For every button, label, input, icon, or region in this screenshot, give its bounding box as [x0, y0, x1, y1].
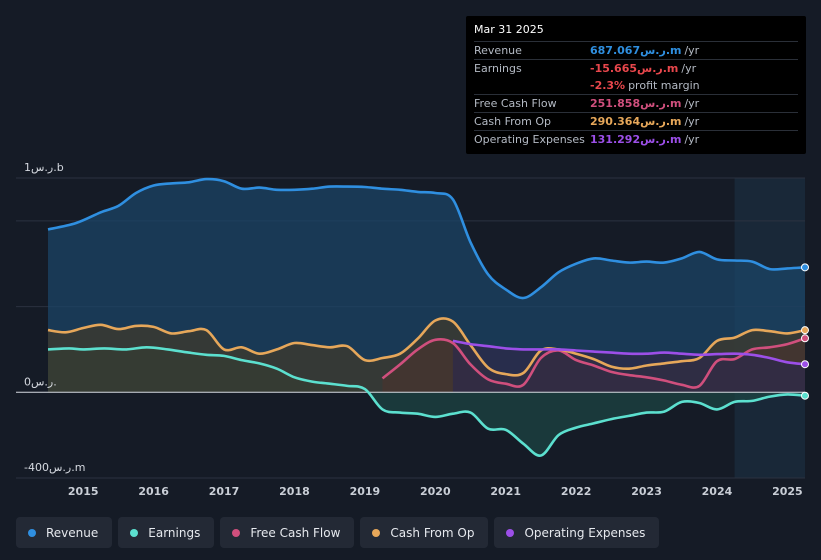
- tooltip-value: -15.665ر.س.m: [590, 62, 679, 75]
- legend-label: Cash From Op: [390, 525, 475, 540]
- x-tick-label: 2022: [561, 485, 592, 498]
- tooltip-label: Free Cash Flow: [474, 97, 557, 110]
- x-tick-label: 2021: [490, 485, 521, 498]
- legend-dot-icon: [28, 528, 36, 537]
- line-earnings: [47, 346, 806, 457]
- x-tick-label: 2017: [209, 485, 240, 498]
- tooltip-date: Mar 31 2025: [474, 23, 544, 36]
- legend: Revenue Earnings Free Cash Flow Cash Fro…: [16, 517, 660, 548]
- y-tick-label: 1ر.س.b: [24, 161, 64, 174]
- x-tick-label: 2025: [772, 485, 803, 498]
- tooltip-value: 290.364ر.س.m: [590, 115, 682, 128]
- legend-item-revenue[interactable]: Revenue: [16, 517, 113, 548]
- tooltip-row-profit-margin: -2.3% profit margin: [474, 77, 798, 94]
- tooltip-value: -2.3%: [590, 79, 626, 92]
- x-tick-label: 2019: [350, 485, 381, 498]
- line-free-cash-flow: [381, 337, 806, 389]
- tooltip-label: Revenue: [474, 44, 522, 57]
- end-marker-free-cash-flow: [801, 334, 809, 343]
- x-tick-label: 2024: [702, 485, 733, 498]
- tooltip-label: Cash From Op: [474, 115, 552, 128]
- series-end-markers: [801, 263, 809, 400]
- legend-dot-icon: [232, 528, 241, 537]
- area-revenue: [48, 179, 805, 393]
- line-revenue: [47, 177, 806, 300]
- tooltip-row-revenue: Revenue 687.067ر.س.m /yr: [474, 41, 798, 59]
- end-marker-operating-expenses: [801, 360, 809, 369]
- area-operating-expenses: [452, 340, 805, 393]
- tooltip-value: 251.858ر.س.m: [590, 97, 682, 110]
- y-tick-label: 0ر.س.: [24, 375, 57, 388]
- legend-label: Earnings: [148, 525, 201, 540]
- tooltip-label: Earnings: [474, 62, 522, 75]
- legend-dot-icon: [506, 528, 515, 537]
- x-axis-labels: 2015 2016 2017 2018 2019 2020 2021 2022 2023 2024…: [68, 485, 803, 498]
- tooltip-value: 687.067ر.س.m: [590, 44, 682, 57]
- x-tick-label: 2020: [420, 485, 451, 498]
- x-tick-label: 2023: [631, 485, 662, 498]
- y-tick-label: -400ر.س.m: [24, 461, 85, 474]
- legend-label: Free Cash Flow: [250, 525, 341, 540]
- tooltip-unit: /yr: [681, 62, 697, 75]
- end-marker-revenue: [801, 263, 809, 272]
- legend-item-operating-expenses[interactable]: Operating Expenses: [494, 517, 660, 548]
- line-cash-from-op: [47, 317, 806, 377]
- tooltip-row-operating-expenses: Operating Expenses 131.292ر.س.m /yr: [474, 130, 798, 148]
- x-tick-label: 2018: [279, 485, 310, 498]
- series-areas: [48, 179, 805, 456]
- tooltip-row-free-cash-flow: Free Cash Flow 251.858ر.س.m /yr: [474, 94, 798, 112]
- tooltip-panel: Mar 31 2025 Revenue 687.067ر.س.m /yr Ear…: [466, 16, 806, 154]
- tooltip-unit: /yr: [684, 133, 700, 146]
- legend-dot-icon: [130, 528, 139, 537]
- end-marker-cash-from-op: [801, 326, 809, 335]
- legend-label: Revenue: [46, 525, 99, 540]
- y-axis-labels: 1ر.س.b 0ر.س. -400ر.س.m: [24, 161, 85, 474]
- tooltip-unit: profit margin: [628, 79, 700, 92]
- legend-item-free-cash-flow[interactable]: Free Cash Flow: [220, 517, 355, 548]
- tooltip-label: Operating Expenses: [474, 133, 585, 146]
- x-tick-label: 2016: [138, 485, 169, 498]
- series-lines: [47, 177, 806, 457]
- tooltip-row-cash-from-op: Cash From Op 290.364ر.س.m /yr: [474, 112, 798, 130]
- line-operating-expenses: [452, 339, 806, 366]
- tooltip-value: 131.292ر.س.m: [590, 133, 682, 146]
- tooltip-unit: /yr: [684, 115, 700, 128]
- x-tick-label: 2015: [68, 485, 99, 498]
- legend-item-cash-from-op[interactable]: Cash From Op: [360, 517, 489, 548]
- legend-item-earnings[interactable]: Earnings: [118, 517, 215, 548]
- tooltip-row-earnings: Earnings -15.665ر.س.m /yr: [474, 59, 798, 77]
- end-marker-earnings: [801, 391, 809, 400]
- legend-label: Operating Expenses: [524, 525, 646, 540]
- tooltip-unit: /yr: [684, 44, 700, 57]
- tooltip-unit: /yr: [684, 97, 700, 110]
- legend-dot-icon: [372, 528, 381, 537]
